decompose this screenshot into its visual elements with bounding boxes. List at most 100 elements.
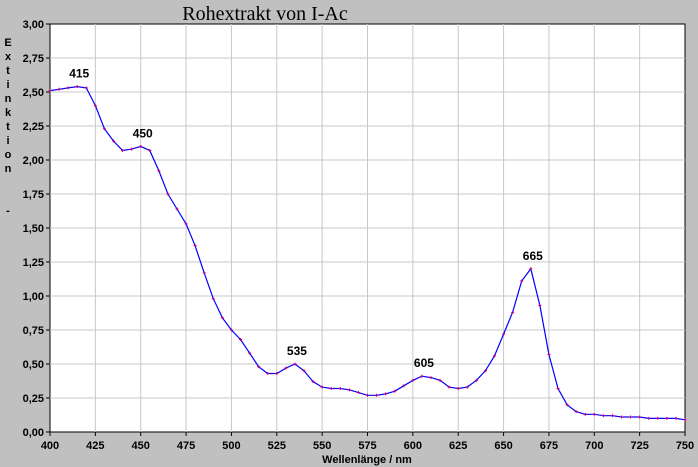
data-point — [112, 139, 115, 143]
y-axis-label-char: t — [6, 65, 10, 77]
y-tick-label: 2,75 — [23, 53, 44, 65]
data-point — [275, 372, 279, 376]
data-point — [102, 127, 106, 131]
data-point — [647, 416, 651, 420]
data-point — [402, 384, 406, 388]
series-group — [48, 85, 687, 422]
y-tick-label: 1,50 — [23, 223, 44, 235]
peak-label: 605 — [414, 356, 434, 370]
data-point — [447, 385, 451, 389]
y-tick-label: 0,50 — [23, 359, 44, 371]
y-tick-label: 1,25 — [23, 257, 44, 269]
data-point — [356, 391, 360, 395]
data-point — [502, 332, 506, 336]
chart-title: Rohextrakt von I-Ac — [182, 3, 348, 25]
data-point — [347, 388, 351, 392]
data-point — [184, 222, 188, 226]
data-point — [438, 378, 442, 382]
data-point — [601, 414, 605, 418]
y-axis-label-char: o — [5, 149, 12, 161]
data-point — [211, 297, 215, 301]
data-point — [239, 338, 242, 342]
data-point — [48, 89, 52, 93]
data-point — [429, 376, 433, 380]
x-tick-label: 700 — [585, 440, 603, 452]
data-point — [465, 385, 469, 389]
y-axis-label-char: k — [5, 107, 12, 119]
x-tick-label: 625 — [449, 440, 467, 452]
data-point — [493, 354, 496, 358]
data-point — [266, 372, 270, 376]
y-tick-label: 1,75 — [23, 189, 44, 201]
data-point — [284, 366, 288, 370]
data-point — [420, 374, 424, 378]
data-point — [130, 147, 134, 151]
data-point — [202, 271, 206, 275]
data-point — [193, 244, 197, 248]
data-point — [565, 403, 569, 407]
data-point — [620, 415, 623, 419]
data-point — [556, 386, 560, 390]
x-tick-label: 675 — [540, 440, 558, 452]
data-point — [483, 369, 487, 373]
data-point — [529, 267, 533, 271]
y-axis-label-char: n — [5, 93, 12, 105]
data-point — [366, 393, 369, 397]
y-tick-label: 2,00 — [23, 155, 44, 167]
data-point — [84, 86, 88, 90]
data-point — [148, 148, 152, 152]
data-point — [302, 369, 306, 373]
data-point — [574, 410, 578, 414]
y-axis-label-char: i — [6, 79, 9, 91]
data-point — [674, 416, 678, 420]
peak-label: 415 — [69, 67, 89, 81]
data-point — [229, 328, 233, 332]
x-tick-label: 450 — [132, 440, 150, 452]
x-tick-label: 650 — [494, 440, 512, 452]
data-point — [121, 148, 125, 152]
data-point — [257, 365, 261, 369]
peak-label: 450 — [133, 126, 153, 140]
data-point — [538, 304, 542, 308]
y-axis-ticks: 0,00 0,25 0,50 0,75 1,00 1,25 1,50 1,75 2,00 2,25… — [23, 19, 50, 439]
y-axis-label-char: x — [5, 51, 12, 63]
y-axis-label-char: E — [4, 37, 11, 49]
x-tick-label: 550 — [313, 440, 331, 452]
y-tick-label: 0,00 — [23, 427, 44, 439]
x-tick-label: 400 — [41, 440, 59, 452]
peak-labels: 415 450 535 605 665 — [69, 67, 543, 371]
x-tick-label: 725 — [630, 440, 648, 452]
data-point — [338, 386, 342, 390]
data-point — [175, 207, 179, 211]
data-point — [638, 415, 642, 419]
y-axis-label-char: n — [5, 163, 12, 175]
y-tick-label: 3,00 — [23, 19, 44, 31]
x-tick-label: 525 — [268, 440, 286, 452]
data-point — [57, 87, 61, 91]
data-point — [166, 192, 170, 196]
data-point — [547, 352, 551, 356]
x-tick-label: 600 — [404, 440, 422, 452]
y-tick-label: 2,25 — [23, 121, 44, 133]
y-tick-label: 0,25 — [23, 393, 44, 405]
x-tick-label: 750 — [676, 440, 694, 452]
data-point — [329, 386, 333, 390]
data-point — [293, 362, 297, 366]
data-point — [139, 144, 143, 148]
data-point — [629, 415, 633, 419]
data-point — [248, 351, 252, 355]
data-point — [520, 279, 524, 283]
data-point — [456, 386, 460, 390]
data-point — [375, 393, 379, 397]
x-axis-ticks: 400 425 450 475 500 525 550 575 600 625 650 675 700 7… — [41, 432, 694, 452]
y-axis-label-char: t — [6, 121, 10, 133]
peak-label: 665 — [523, 249, 543, 263]
data-point — [93, 104, 97, 108]
data-point — [511, 310, 515, 314]
data-point — [320, 385, 324, 389]
data-point — [474, 378, 478, 382]
peak-label: 535 — [287, 344, 307, 358]
data-point — [66, 86, 70, 90]
